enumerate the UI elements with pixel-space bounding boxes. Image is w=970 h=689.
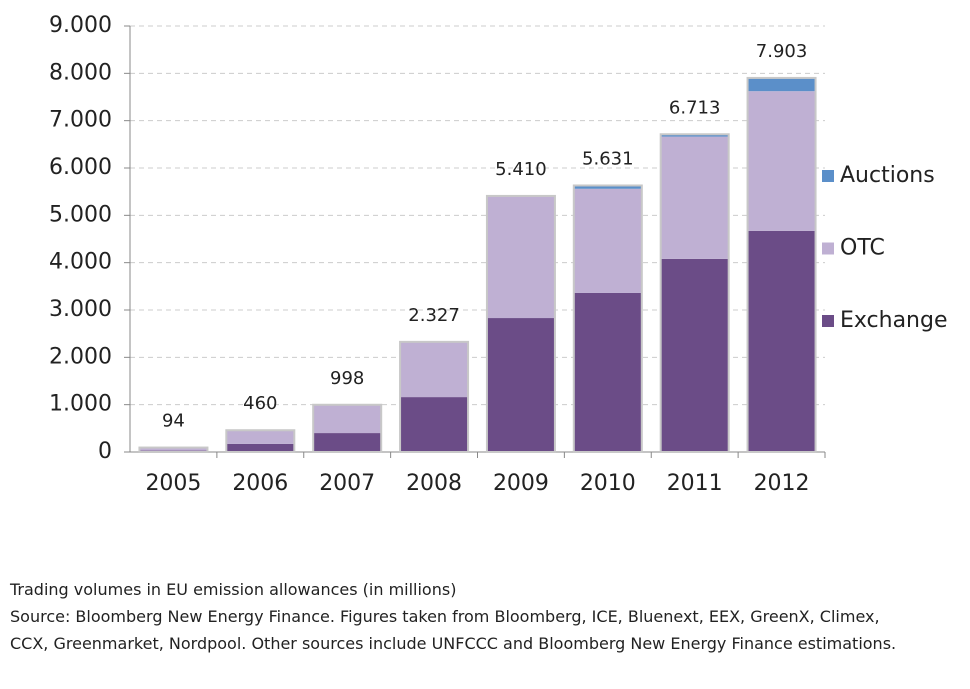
x-tick-label: 2007 [319,471,375,496]
caption-source: Source: Bloomberg New Energy Finance. Fi… [10,607,897,653]
y-tick-label: 1.000 [49,392,112,417]
total-label: 94 [162,411,185,432]
bar-segment [660,258,729,452]
total-label: 998 [330,368,364,389]
total-label: 2.327 [408,305,460,326]
bar-outline [572,184,643,453]
total-label: 460 [243,393,277,414]
total-label: 6.713 [669,97,721,118]
bar-outline [225,429,296,453]
bar-outline [312,403,383,453]
legend-swatch [822,315,834,327]
bar-outline [399,340,470,454]
x-tick-label: 2009 [493,471,549,496]
total-label: 7.903 [756,41,808,62]
bar-segment [400,397,469,452]
bar-segment [226,443,295,452]
bar-segment [400,341,469,398]
legend-label: Auctions [840,163,935,188]
bar-segment [313,433,382,452]
x-tick-label: 2011 [667,471,723,496]
y-tick-label: 3.000 [49,297,112,322]
x-tick-label: 2012 [754,471,810,496]
bar-outline [138,446,209,453]
caption-title: Trading volumes in EU emission allowance… [10,580,457,599]
x-tick-label: 2010 [580,471,636,496]
bar-outline [659,133,730,453]
caption: Trading volumes in EU emission allowance… [10,576,930,657]
y-tick-label: 7.000 [49,108,112,133]
x-tick-label: 2006 [232,471,288,496]
y-tick-label: 8.000 [49,60,112,85]
y-tick-label: 0 [98,439,112,464]
chart: 0 1.000 2.000 3.000 4.000 5.000 6.000 7.000 8.00… [49,13,948,496]
bar-segment [747,77,816,92]
legend-label: OTC [840,236,885,261]
bar-segment [139,447,208,451]
y-tick-label: 5.000 [49,202,112,227]
bar-segment [747,91,816,231]
bar-outline [485,194,556,453]
legend-swatch [822,242,834,255]
total-label: 5.410 [495,159,547,180]
bar-segment [573,185,642,189]
bar-outline [746,76,817,454]
y-tick-label: 4.000 [49,250,112,275]
bar-segment [313,404,382,434]
x-tick-label: 2005 [145,471,201,496]
legend-label: Exchange [840,308,948,333]
bar-segment [660,134,729,137]
y-tick-label: 6.000 [49,155,112,180]
bar-segment [486,195,555,319]
bar-segment [226,430,295,444]
x-tick-label: 2008 [406,471,462,496]
y-tick-label: 2.000 [49,344,112,369]
bar-segment [573,292,642,452]
total-label: 5.631 [582,148,634,169]
bar-segment [660,136,729,259]
y-tick-label: 9.000 [49,13,112,38]
bar-segment [747,230,816,452]
bar-segment [486,318,555,452]
legend-swatch [822,170,834,182]
bar-segment [573,188,642,293]
